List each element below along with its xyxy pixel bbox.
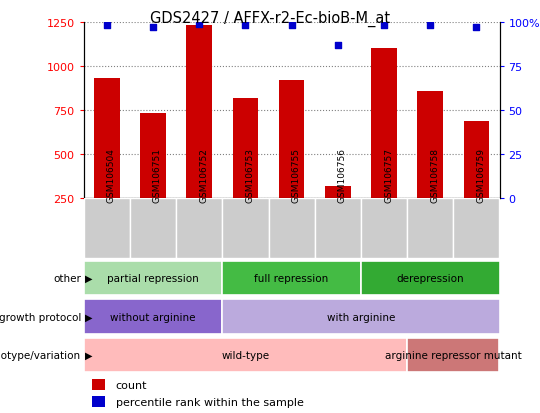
Point	[103, 23, 111, 30]
Bar	[84, 261, 222, 295]
Bar	[176, 199, 222, 259]
Text: ▶: ▶	[85, 273, 92, 283]
Bar	[222, 199, 268, 259]
Text: other: other	[53, 273, 81, 283]
Bar	[84, 199, 130, 259]
Point	[287, 23, 296, 30]
Text: arginine repressor mutant: arginine repressor mutant	[385, 350, 522, 360]
Text: GSM106756: GSM106756	[338, 148, 347, 203]
Text: derepression: derepression	[396, 273, 464, 283]
Point	[241, 23, 249, 30]
Text: GSM106759: GSM106759	[476, 148, 485, 203]
Bar	[464, 121, 489, 199]
Point	[472, 25, 481, 31]
Bar	[130, 199, 176, 259]
Text: GSM106758: GSM106758	[430, 148, 439, 203]
Text: GSM106751: GSM106751	[153, 148, 162, 203]
Text: GSM106752: GSM106752	[199, 148, 208, 203]
Bar	[84, 338, 407, 372]
Text: full repression: full repression	[254, 273, 329, 283]
Point	[195, 21, 204, 28]
Text: growth protocol: growth protocol	[0, 312, 81, 322]
Bar	[94, 79, 119, 199]
Text: without arginine: without arginine	[110, 312, 195, 322]
Bar	[84, 300, 222, 334]
Text: GSM106504: GSM106504	[107, 148, 116, 203]
Point	[334, 42, 342, 49]
Bar	[186, 26, 212, 199]
Bar	[453, 199, 500, 259]
Text: GSM106753: GSM106753	[245, 148, 254, 203]
Text: ▶: ▶	[85, 350, 92, 360]
Bar	[92, 379, 105, 390]
Bar	[417, 91, 443, 199]
Text: partial repression: partial repression	[107, 273, 199, 283]
Text: GSM106757: GSM106757	[384, 148, 393, 203]
Bar	[279, 81, 305, 199]
Point	[380, 23, 388, 30]
Bar	[222, 300, 500, 334]
Text: with arginine: with arginine	[327, 312, 395, 322]
Text: GSM106755: GSM106755	[292, 148, 301, 203]
Bar	[315, 199, 361, 259]
Bar	[361, 199, 407, 259]
Point	[426, 23, 435, 30]
Text: genotype/variation: genotype/variation	[0, 350, 81, 360]
Bar	[407, 199, 453, 259]
Bar	[268, 199, 315, 259]
Bar	[92, 396, 105, 408]
Bar	[222, 261, 361, 295]
Text: wild-type: wild-type	[221, 350, 269, 360]
Text: ▶: ▶	[85, 312, 92, 322]
Text: percentile rank within the sample: percentile rank within the sample	[116, 397, 303, 407]
Bar	[407, 338, 500, 372]
Bar	[140, 114, 166, 199]
Text: count: count	[116, 380, 147, 390]
Text: GDS2427 / AFFX-r2-Ec-bioB-M_at: GDS2427 / AFFX-r2-Ec-bioB-M_at	[150, 10, 390, 26]
Bar	[233, 98, 258, 199]
Bar	[372, 49, 397, 199]
Point	[148, 25, 157, 31]
Bar	[361, 261, 500, 295]
Bar	[325, 186, 350, 199]
